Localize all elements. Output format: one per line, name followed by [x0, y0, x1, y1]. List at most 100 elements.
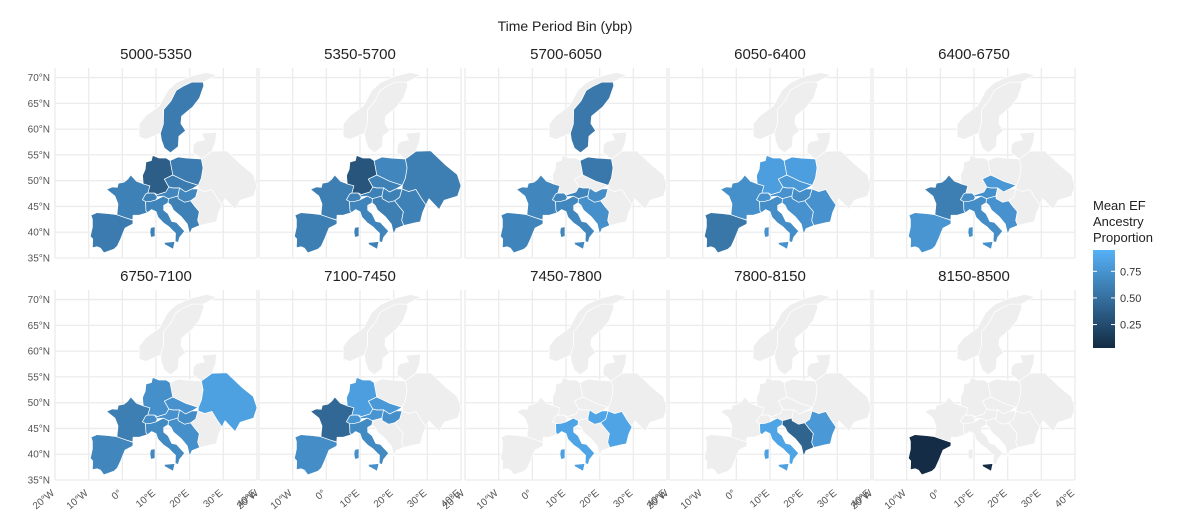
region-eastern-europe: [811, 150, 872, 211]
region-sardinia: [763, 226, 770, 238]
x-tick-label: 20°E: [986, 488, 1010, 511]
facet-title: 6050-6400: [734, 46, 806, 63]
y-tick-label: 60°N: [28, 347, 50, 358]
facet-title: 5700-6050: [530, 46, 602, 63]
region-scandinavia: [364, 81, 409, 154]
x-tick-label: 10°W: [475, 488, 501, 513]
x-tick-label: 10°W: [65, 488, 91, 513]
y-tick-label: 55°N: [28, 150, 50, 161]
chart-title: Time Period Bin (ybp): [498, 18, 633, 34]
facet-title: 7800-8150: [734, 268, 806, 285]
y-tick-label: 40°N: [28, 450, 50, 461]
facet-panel: 8150-8500: [872, 268, 1076, 481]
region-sardinia: [149, 448, 156, 460]
facet-panel: 6050-6400: [668, 46, 872, 259]
facet-map: [500, 72, 668, 254]
region-sardinia: [149, 226, 156, 238]
region-eastern-europe: [1015, 150, 1076, 211]
region-sicily: [163, 463, 176, 472]
region-sardinia: [967, 448, 974, 460]
x-tick-label: 10°W: [883, 488, 909, 513]
region-scandinavia: [160, 81, 205, 154]
region-sicily: [163, 241, 176, 250]
facet-panel: 7800-8150: [668, 268, 872, 481]
legend-title-line: Proportion: [1093, 230, 1153, 245]
y-tick-label: 70°N: [28, 295, 50, 306]
x-tick-label: 20°E: [782, 488, 806, 511]
x-tick-label: 0°: [724, 488, 738, 503]
y-tick-label: 65°N: [28, 321, 50, 332]
region-scandinavia: [570, 303, 615, 376]
region-scandinavia: [978, 81, 1023, 154]
x-tick-label: 20°W: [31, 488, 57, 513]
facet-panel: 6400-6750: [872, 46, 1076, 259]
facet-title: 5350-5700: [324, 46, 396, 63]
facet-map: [294, 294, 462, 476]
x-tick-label: 30°E: [405, 488, 429, 511]
region-sardinia: [763, 448, 770, 460]
legend-tick-label: 0.25: [1120, 320, 1141, 332]
x-tick-label: 20°E: [168, 488, 192, 511]
facet-title: 7100-7450: [324, 268, 396, 285]
x-tick-label: 30°E: [201, 488, 225, 511]
region-scandinavia: [364, 303, 409, 376]
x-tick-label: 0°: [928, 488, 942, 503]
x-tick-label: 10°E: [748, 488, 772, 511]
facet-map: [704, 294, 872, 476]
facet-title: 8150-8500: [938, 268, 1010, 285]
region-sardinia: [559, 226, 566, 238]
facet-panel: 5000-5350: [54, 46, 258, 259]
facet-map: [704, 72, 872, 254]
legend-title-line: Ancestry: [1093, 214, 1144, 229]
facet-title: 7450-7800: [530, 268, 602, 285]
region-sicily: [573, 463, 586, 472]
y-tick-label: 65°N: [28, 99, 50, 110]
x-tick-label: 0°: [110, 488, 124, 503]
region-sicily: [573, 241, 586, 250]
y-tick-label: 35°N: [28, 476, 50, 487]
region-sardinia: [559, 448, 566, 460]
y-tick-label: 50°N: [28, 398, 50, 409]
x-tick-label: 10°W: [679, 488, 705, 513]
region-sardinia: [353, 226, 360, 238]
region-scandinavia: [774, 81, 819, 154]
facet-title: 6750-7100: [120, 268, 192, 285]
y-tick-label: 50°N: [28, 176, 50, 187]
facet-map: [500, 294, 668, 476]
x-tick-label: 10°E: [952, 488, 976, 511]
y-tick-label: 40°N: [28, 228, 50, 239]
region-eastern-europe: [607, 372, 668, 433]
region-eastern-europe: [1015, 372, 1076, 433]
region-eastern-europe: [401, 150, 462, 211]
x-tick-label: 30°E: [611, 488, 635, 511]
x-tick-label: 20°E: [578, 488, 602, 511]
facet-title: 5000-5350: [120, 46, 192, 63]
x-tick-label: 30°E: [1019, 488, 1043, 511]
legend: Mean EF Ancestry Proportion 0.75 0.50 0.25: [1093, 198, 1153, 348]
y-tick-label: 70°N: [28, 73, 50, 84]
x-tick-label: 0°: [314, 488, 328, 503]
facet-map: [89, 294, 258, 476]
facet-title: 6400-6750: [938, 46, 1010, 63]
facet-map: [294, 72, 462, 254]
x-tick-label: 30°E: [815, 488, 839, 511]
y-tick-label: 60°N: [28, 125, 50, 136]
region-eastern-europe: [607, 150, 668, 211]
x-tick-label: 0°: [520, 488, 534, 503]
x-tick-label: 10°E: [134, 488, 158, 511]
x-tick-label: 10°E: [338, 488, 362, 511]
region-eastern-europe: [811, 372, 872, 433]
region-eastern-europe: [401, 372, 462, 433]
region-sicily: [367, 241, 380, 250]
y-tick-label: 45°N: [28, 202, 50, 213]
y-tick-label: 35°N: [28, 254, 50, 265]
panels-layer: 5000-5350 5350-5700 5700-6050 6050-6400 6400…: [54, 46, 1076, 481]
facet-panel: 5350-5700: [258, 46, 462, 259]
y-tick-label: 45°N: [28, 424, 50, 435]
region-scandinavia: [570, 81, 615, 154]
facet-panel: 5700-6050: [464, 46, 668, 259]
y-tick-label: 55°N: [28, 372, 50, 383]
region-sicily: [367, 463, 380, 472]
